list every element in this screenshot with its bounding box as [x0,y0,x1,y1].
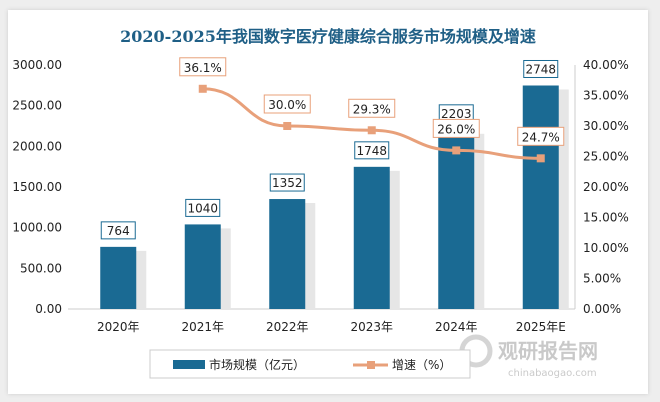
growth-label: 36.1% [184,61,222,75]
growth-label: 24.7% [522,130,560,144]
growth-label-box [179,57,227,77]
watermark-url: chinabaogao.com [508,368,597,379]
y-left-tick: 500.00 [20,261,62,275]
growth-label: 30.0% [268,98,306,112]
growth-label-box [263,94,311,114]
legend: 市场规模（亿元） 增速（%） [149,349,471,379]
growth-marker [198,84,207,93]
y-left-tick: 2000.00 [12,139,62,153]
bar-label: 1040 [187,201,218,215]
bar-label-box [185,198,221,217]
y-right-tick: 0.00% [583,302,621,316]
legend-bar-label: 市场规模（亿元） [209,357,305,372]
bar [100,246,137,309]
bar [353,166,390,309]
bar-label: 1748 [356,144,387,158]
y-left-tick: 1000.00 [12,221,62,235]
x-tick: 2021年 [181,320,224,334]
x-tick: 2023年 [350,320,393,334]
bar [438,129,475,309]
y-right-tick: 30.00% [583,119,629,133]
y-right-tick: 5.00% [583,272,621,286]
watermark: 观研报告网 chinabaogao.com [459,334,598,379]
chart-frame: 2020-2025年我国数字医疗健康综合服务市场规模及增速 0.00 500.00… [8,10,648,394]
x-tick: 2022年 [266,320,309,334]
bar [184,224,221,309]
chart: 2020-2025年我国数字医疗健康综合服务市场规模及增速 0.00 500.00… [12,27,629,379]
x-tick: 2025年E [516,320,566,334]
y-left-tick: 3000.00 [12,58,62,72]
bar-label-box [100,221,136,240]
growth-marker [452,146,461,155]
growth-marker [536,154,545,163]
growth-marker [367,126,376,135]
bar-label: 1352 [272,176,303,190]
legend-line-marker [367,361,375,369]
y-right-tick: 15.00% [583,211,629,225]
bar [522,85,559,309]
growth-label-box [517,126,565,146]
y-right-tick: 40.00% [583,58,629,72]
bar-label-box [523,59,559,78]
y-right-tick: 25.00% [583,150,629,164]
legend-bar-swatch [173,360,205,369]
y-right-tick: 20.00% [583,180,629,194]
y-left-tick: 0.00 [35,302,62,316]
bar-label-box [269,173,305,192]
growth-marker [283,122,292,130]
y-right-tick: 35.00% [583,89,629,103]
y-left-tick: 2500.00 [12,99,62,113]
y-left-tick: 1500.00 [12,180,62,194]
growth-label-box [432,118,480,138]
x-tick: 2020年 [97,320,140,334]
x-tick: 2024年 [435,320,478,334]
bar-label: 764 [107,224,130,238]
bar-label-box [354,141,390,160]
growth-label: 26.0% [437,122,475,136]
growth-label: 29.3% [353,102,391,116]
watermark-text: 观研报告网 [498,339,598,363]
bar-label: 2203 [441,107,472,121]
bar [269,199,306,309]
y-right-tick: 10.00% [583,241,629,255]
chart-title: 2020-2025年我国数字医疗健康综合服务市场规模及增速 [120,27,536,46]
legend-line-label: 增速（%） [392,358,451,372]
bar-label: 2748 [525,62,556,76]
growth-label-box [348,98,396,118]
